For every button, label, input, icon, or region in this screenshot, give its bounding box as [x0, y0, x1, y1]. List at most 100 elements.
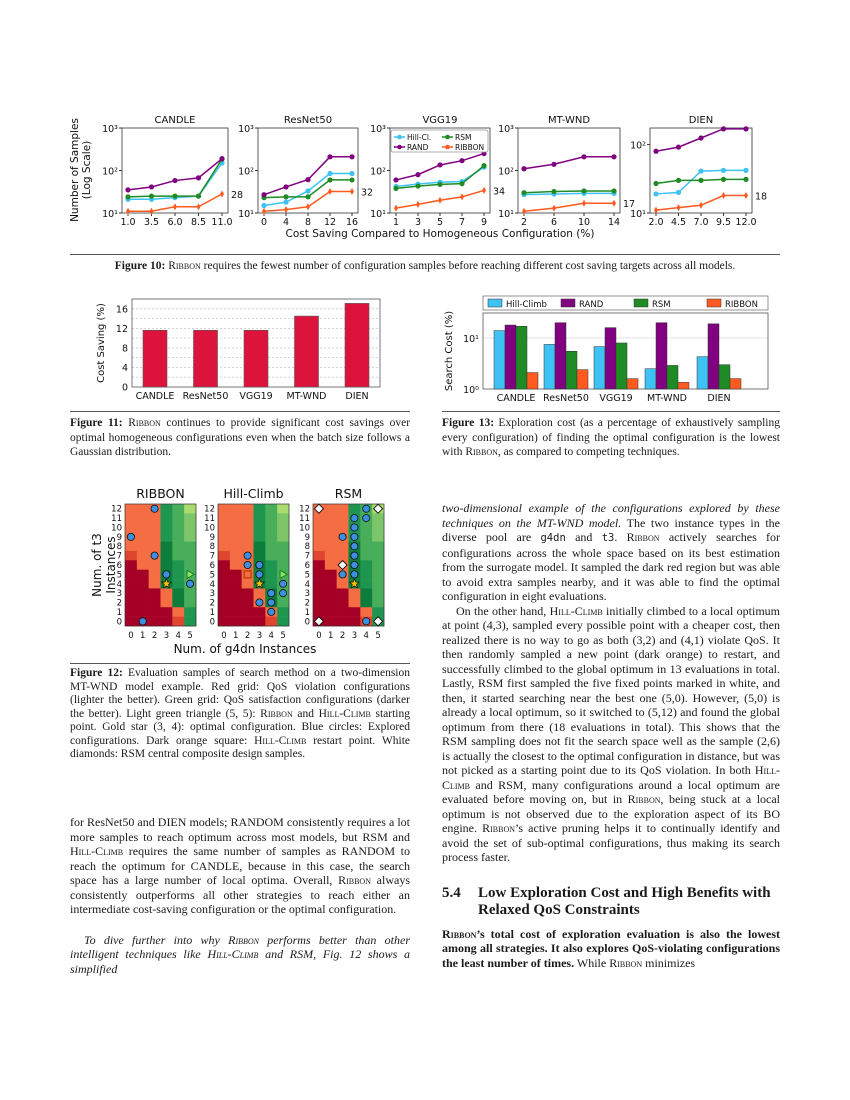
data-point [393, 185, 399, 191]
y-tick-label: 12 [111, 505, 122, 515]
data-point [611, 188, 617, 194]
explored-circle [279, 589, 288, 598]
bar-RAND [655, 322, 668, 390]
heatmap-cell [229, 579, 242, 589]
heatmap-cell [336, 588, 349, 599]
heatmap-cell [265, 532, 278, 542]
heatmap-cell [253, 607, 266, 617]
data-point [173, 203, 177, 211]
text-run: ’s active pruning helps it to continuall… [442, 821, 780, 864]
data-point [305, 188, 311, 194]
y-tick-label: 10⁰ [463, 385, 479, 396]
x-tick-label: 5 [187, 631, 192, 641]
heatmap-cell [253, 541, 266, 552]
heatmap-cell [160, 513, 173, 524]
heatmap-cell [125, 607, 138, 617]
y-tick-label: 1 [210, 608, 215, 618]
text-run: two-dimensional example of the configura… [442, 501, 780, 530]
heatmap-cell [336, 522, 349, 533]
paragraph: To dive further into why Ribbon performs… [70, 933, 410, 977]
heatmap-cell [172, 513, 185, 524]
data-point [675, 177, 682, 183]
heatmap-cell [360, 569, 373, 580]
text-run: Ribbon [168, 260, 201, 272]
y-tick-label: 8 [122, 343, 128, 354]
data-point [261, 192, 267, 198]
heatmap-cell [172, 550, 185, 561]
heatmap-cell [324, 532, 337, 542]
legend-swatch [706, 298, 722, 308]
data-point [522, 207, 526, 215]
heatmap-cell [125, 597, 138, 608]
bar-Hill-Climb [696, 356, 709, 390]
explored-circle [267, 589, 276, 598]
explored-circle [255, 598, 264, 607]
text-run: Hill-Climb [207, 947, 259, 961]
explored-circle [150, 504, 159, 513]
fig12-panel-title: RIBBON [136, 486, 185, 501]
text-run: Ribbon [465, 446, 498, 458]
heatmap-cell [372, 579, 385, 589]
text-run: and RSM, Fig. 12 shows a simplified [70, 947, 410, 976]
bar-RAND [504, 324, 517, 390]
legend-swatch [560, 298, 576, 308]
heatmap-cell [148, 597, 161, 608]
x-tick-label: DIEN [345, 391, 368, 402]
y-tick-label: 10¹ [238, 209, 254, 220]
y-tick-label: 4 [117, 580, 122, 590]
heatmap-cell [324, 541, 337, 552]
heatmap-cell [372, 597, 385, 608]
data-point [261, 202, 267, 209]
heatmap-cell [360, 588, 373, 599]
x-tick-label: 4.5 [671, 217, 686, 228]
heatmap-cell [136, 569, 149, 580]
x-tick-label: 14 [608, 217, 620, 228]
y-tick-label: 4 [122, 363, 128, 374]
x-tick-label: 5 [280, 631, 285, 641]
heatmap-cell [218, 550, 231, 561]
data-point [551, 161, 557, 167]
data-point [521, 190, 527, 196]
heatmap-cell [313, 569, 326, 580]
data-point [653, 180, 659, 187]
data-point [653, 191, 659, 197]
heatmap-cell [148, 569, 161, 580]
heatmap-cell [125, 550, 138, 561]
legend-swatch [633, 298, 649, 308]
right-column-text: two-dimensional example of the configura… [442, 501, 780, 970]
heatmap-cell [241, 579, 254, 589]
heatmap-cell [348, 504, 361, 514]
text-run: Ribbon [128, 417, 161, 429]
explored-circle [279, 579, 288, 588]
y-tick-label: 12 [204, 505, 215, 515]
y-tick-label: 10 [299, 523, 310, 533]
heatmap-cell [229, 597, 242, 608]
text-run: always consistently outperforms all othe… [70, 873, 410, 916]
heatmap-cell [372, 560, 385, 570]
rsm-diamond [372, 616, 384, 627]
text-run: performs better than other intelligent t… [70, 932, 410, 962]
data-point [306, 203, 310, 211]
explored-circle [362, 514, 371, 523]
heatmap-cell [218, 522, 231, 533]
heatmap-cell [336, 616, 349, 627]
heatmap-cell [372, 550, 385, 561]
y-tick-label: 5 [210, 570, 215, 580]
heatmap-cell [336, 597, 349, 608]
heatmap-cell [218, 532, 231, 542]
y-tick-label: 10³ [498, 124, 514, 135]
heatmap-cell [172, 597, 185, 608]
ribbon-end-label: 18 [755, 192, 767, 203]
heatmap-cell [253, 504, 266, 514]
data-point [125, 187, 131, 193]
heatmap-cell [160, 560, 173, 570]
heatmap-cell [277, 504, 290, 514]
bar-RAND [554, 322, 567, 390]
heatmap-cell [372, 569, 385, 580]
heatmap-cell [241, 513, 254, 524]
restart-square [243, 570, 252, 579]
heatmap-cell [229, 522, 242, 533]
text-run: While [574, 955, 610, 970]
data-point [653, 148, 659, 154]
